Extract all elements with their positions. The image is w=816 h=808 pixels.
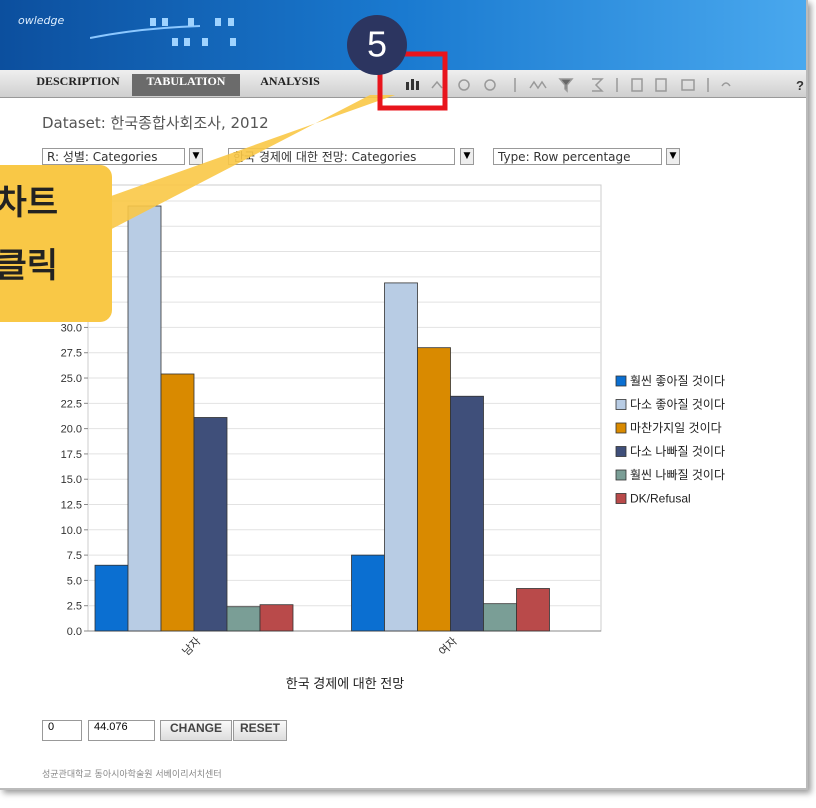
y-tick-label: 42.5: [61, 196, 82, 208]
bar: [484, 604, 517, 631]
legend-label: 마찬가지일 것이다: [630, 420, 722, 435]
chart: 한국 경제에 대한 전망 0.0 2.5 5.0 7.5 10.0 12.5 15.0 17.…: [0, 0, 816, 808]
bar: [161, 374, 194, 631]
y-tick-label: 15.0: [61, 474, 82, 486]
legend-swatch: [616, 470, 626, 480]
ymax-input[interactable]: 44.076: [88, 720, 155, 741]
y-tick-label: 2.5: [67, 601, 82, 613]
y-tick-label: 22.5: [61, 398, 82, 410]
bar: [385, 283, 418, 631]
y-tick-label: 20.0: [61, 424, 82, 436]
y-tick-label: 5.0: [67, 575, 82, 587]
change-button[interactable]: CHANGE: [160, 720, 232, 741]
page: owledge DESCRIPTION TABULATION ANALYSIS …: [0, 0, 816, 808]
legend-swatch: [616, 376, 626, 386]
y-tick-label: 35.0: [61, 272, 82, 284]
y-tick-label: 0.0: [67, 626, 82, 638]
y-tick-label: 10.0: [61, 525, 82, 537]
x-tick-label: 남자: [180, 635, 204, 659]
legend-swatch: [616, 423, 626, 433]
ymin-input[interactable]: 0: [42, 720, 82, 741]
legend-label: 다소 나빠질 것이다: [630, 445, 725, 459]
reset-button[interactable]: RESET: [233, 720, 287, 741]
bar: [418, 348, 451, 631]
legend-swatch: [616, 447, 626, 457]
y-tick-label: 17.5: [61, 449, 82, 461]
bar: [95, 565, 128, 631]
legend-swatch: [616, 494, 626, 504]
legend-label: DK/Refusal: [630, 492, 691, 506]
y-tick-label: 32.5: [61, 297, 82, 309]
y-tick-label: 27.5: [61, 348, 82, 360]
y-tick-label: 37.5: [61, 247, 82, 259]
y-tick-label: 12.5: [61, 500, 82, 512]
bar: [517, 589, 550, 631]
bar: [451, 396, 484, 631]
y-tick-label: 30.0: [61, 322, 82, 334]
legend-swatch: [616, 400, 626, 410]
footer: 성균관대학교 동아시아학술원 서베이리서치센터: [42, 767, 222, 780]
x-tick-label: 여자: [436, 635, 460, 659]
bar: [194, 417, 227, 631]
bar: [227, 607, 260, 631]
legend-label: 다소 좋아질 것이다: [630, 398, 725, 412]
y-tick-label: 40.0: [61, 221, 82, 233]
legend-label: 훨씬 나빠질 것이다: [630, 468, 725, 482]
bar: [128, 206, 161, 631]
y-tick-label: 7.5: [67, 550, 82, 562]
x-axis-title: 한국 경제에 대한 전망: [286, 676, 405, 691]
y-tick-label: 25.0: [61, 373, 82, 385]
bar: [352, 555, 385, 631]
legend-label: 훨씬 좋아질 것이다: [630, 374, 725, 388]
bar: [260, 605, 293, 631]
